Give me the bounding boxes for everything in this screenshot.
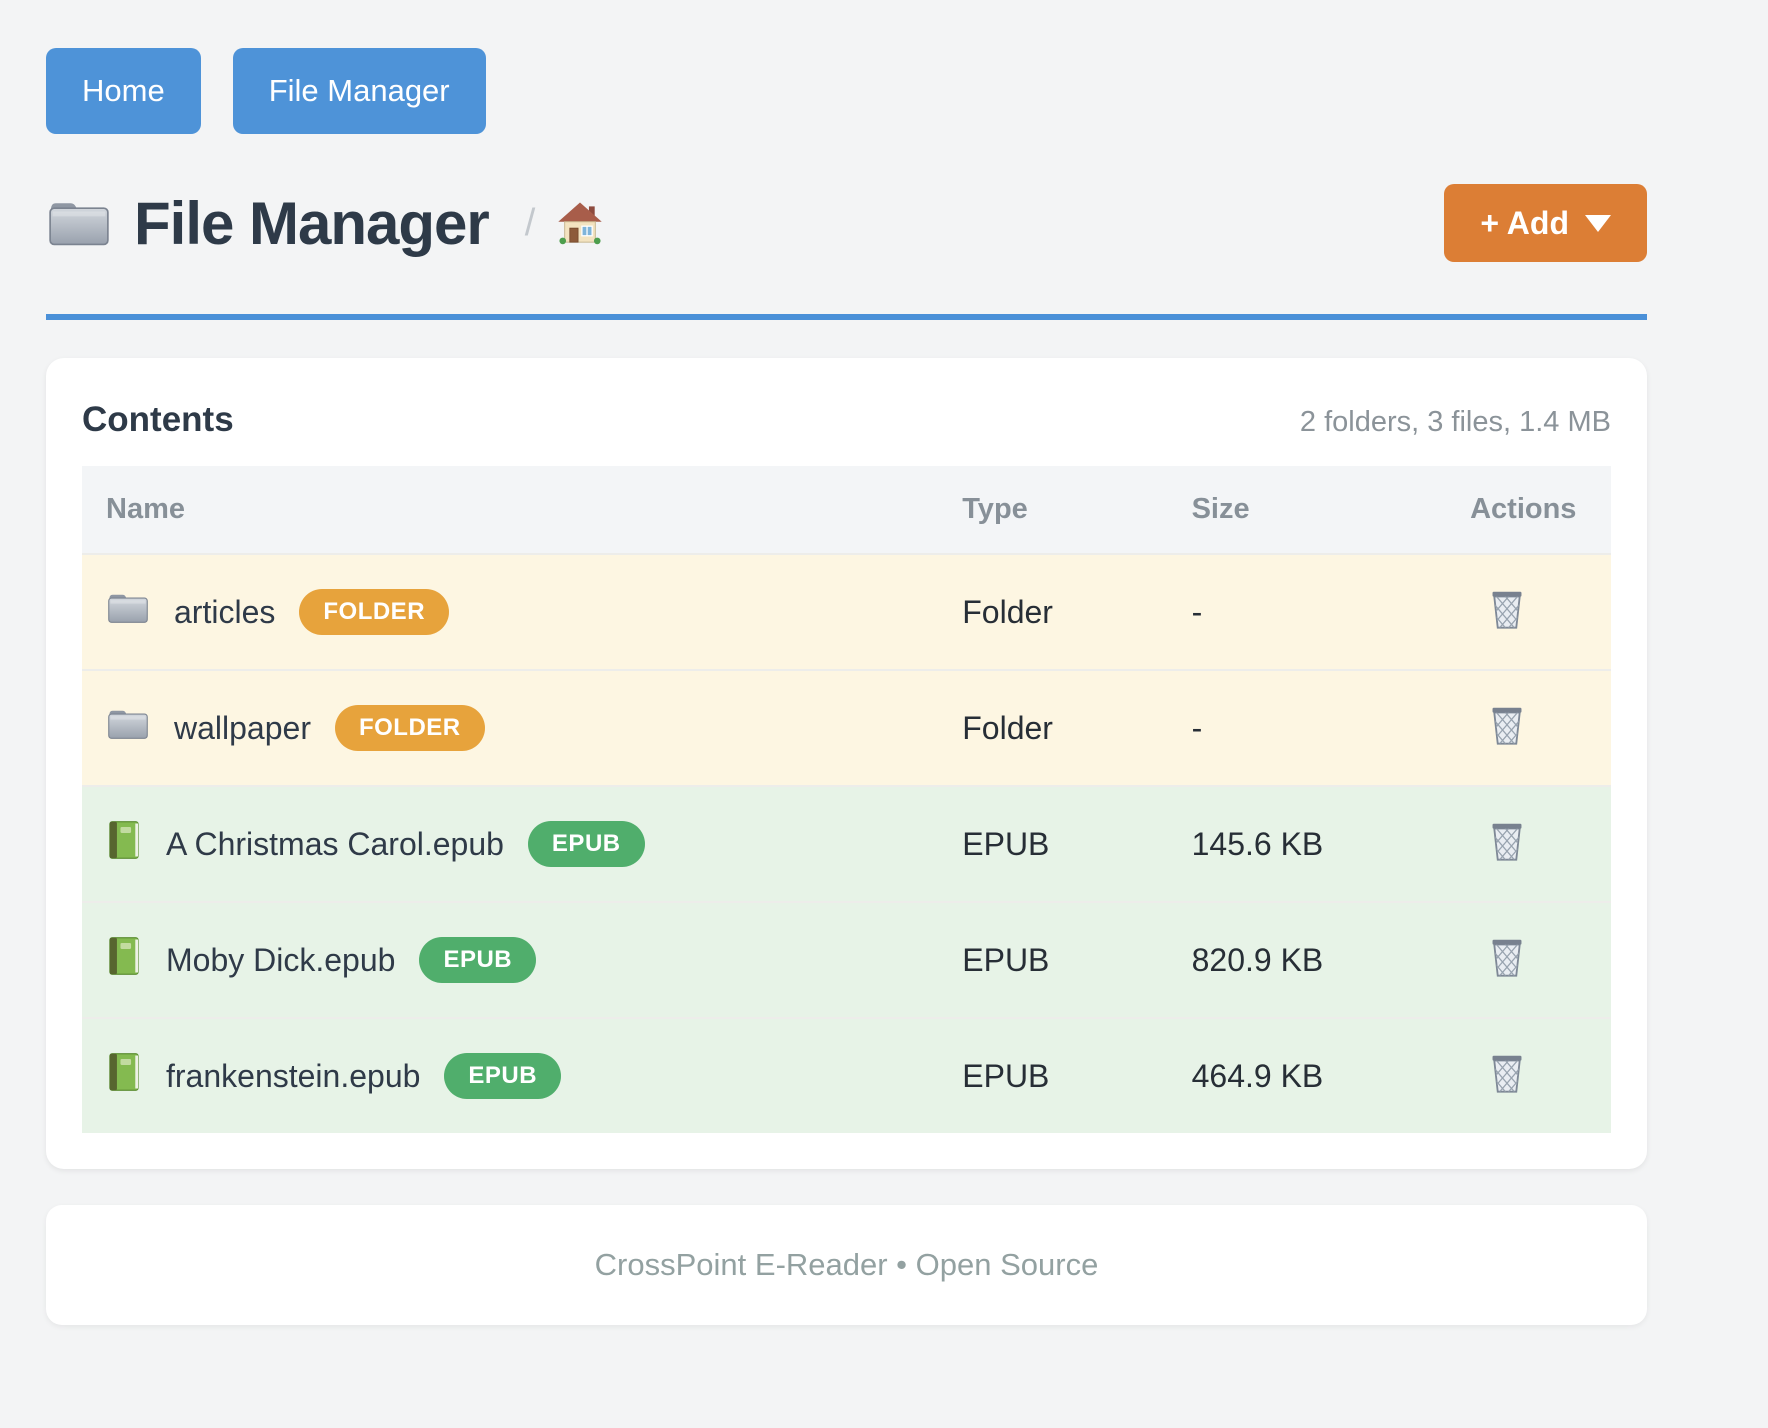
column-header-type: Type [962, 493, 1028, 525]
delete-button[interactable] [1486, 586, 1528, 630]
file-size: - [1191, 709, 1203, 746]
title-divider [46, 314, 1647, 320]
file-name: frankenstein.epub [166, 1057, 421, 1094]
file-table-body: articles FOLDER Folder - wallpaper FOL [82, 554, 1611, 1133]
table-row[interactable]: frankenstein.epub EPUB EPUB 464.9 KB [82, 1018, 1611, 1133]
trash-icon [1492, 823, 1522, 861]
table-row[interactable]: Moby Dick.epub EPUB EPUB 820.9 KB [82, 902, 1611, 1018]
book-icon [109, 937, 139, 975]
table-row[interactable]: A Christmas Carol.epub EPUB EPUB 145.6 K… [82, 786, 1611, 902]
file-type: EPUB [962, 941, 1050, 978]
file-size: 145.6 KB [1191, 825, 1324, 862]
page-title: File Manager [134, 189, 490, 257]
footer: CrossPoint E-Reader • Open Source [46, 1205, 1647, 1325]
folder-icon [108, 710, 148, 739]
file-name: Moby Dick.epub [166, 941, 396, 978]
trash-icon [1492, 939, 1522, 977]
delete-button[interactable] [1486, 818, 1528, 862]
column-header-actions: Actions [1470, 493, 1577, 525]
file-type: Folder [962, 709, 1053, 746]
trash-icon [1492, 591, 1522, 629]
file-type-badge: FOLDER [299, 589, 450, 635]
table-row[interactable]: articles FOLDER Folder - [82, 554, 1611, 670]
folder-icon [49, 203, 109, 246]
add-button[interactable]: + Add [1444, 184, 1647, 262]
file-type: Folder [962, 593, 1053, 630]
delete-button[interactable] [1486, 934, 1528, 978]
folder-icon [108, 594, 148, 623]
contents-card: Contents 2 folders, 3 files, 1.4 MB Name… [46, 358, 1647, 1169]
file-type: EPUB [962, 1057, 1050, 1094]
column-header-size: Size [1191, 493, 1250, 525]
file-name: A Christmas Carol.epub [166, 825, 504, 862]
file-size: 464.9 KB [1191, 1057, 1324, 1094]
table-row[interactable]: wallpaper FOLDER Folder - [82, 670, 1611, 786]
book-icon [109, 1053, 139, 1091]
file-name: articles [174, 593, 276, 630]
home-button[interactable]: Home [46, 48, 201, 134]
top-nav: Home File Manager [46, 48, 1647, 134]
file-type-badge: FOLDER [334, 705, 485, 751]
trash-icon [1492, 707, 1522, 745]
add-button-label: + Add [1480, 205, 1569, 241]
caret-down-icon [1585, 214, 1611, 232]
breadcrumb-separator: / [524, 201, 536, 244]
delete-button[interactable] [1486, 1050, 1528, 1094]
home-icon[interactable] [557, 201, 603, 245]
column-header-name: Name [106, 493, 185, 525]
file-size: - [1191, 593, 1203, 630]
footer-text: CrossPoint E-Reader • Open Source [594, 1247, 1099, 1282]
contents-summary: 2 folders, 3 files, 1.4 MB [1299, 406, 1611, 438]
file-type-badge: EPUB [444, 1053, 562, 1099]
table-header-row: Name Type Size Actions [82, 466, 1611, 554]
file-type: EPUB [962, 825, 1050, 862]
page-header: File Manager / + Add [46, 184, 1647, 262]
file-table: Name Type Size Actions articles FOLDER F… [82, 466, 1611, 1133]
file-size: 820.9 KB [1191, 941, 1324, 978]
book-icon [109, 821, 139, 859]
file-name: wallpaper [174, 709, 311, 746]
contents-heading: Contents [82, 400, 234, 439]
file-manager-button[interactable]: File Manager [232, 48, 486, 134]
delete-button[interactable] [1486, 702, 1528, 746]
file-type-badge: EPUB [419, 937, 537, 983]
file-type-badge: EPUB [527, 821, 645, 867]
trash-icon [1492, 1055, 1522, 1093]
